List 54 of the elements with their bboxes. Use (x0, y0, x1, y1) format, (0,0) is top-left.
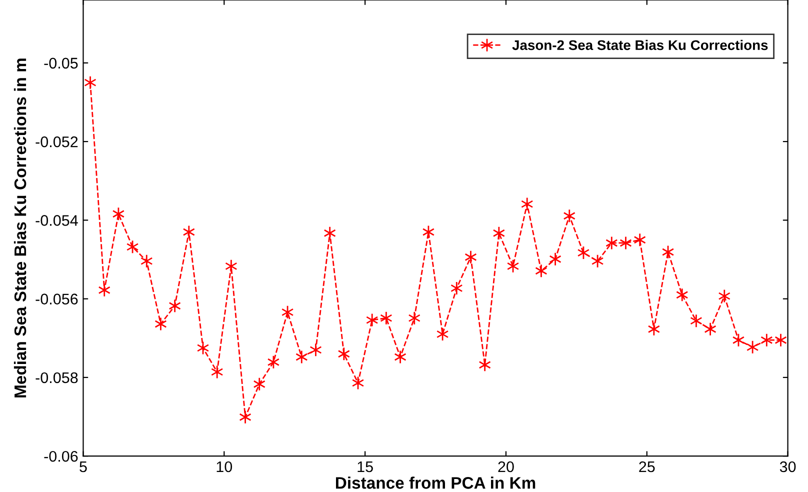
point (239, 410, 252, 424)
point (182, 225, 196, 239)
point (253, 377, 266, 392)
y-tick-label: -0.05 (44, 58, 78, 69)
point (746, 340, 759, 354)
point (210, 365, 224, 379)
x-tick-label: 10 (216, 461, 232, 472)
point (98, 283, 110, 298)
point (478, 358, 491, 372)
point (648, 322, 660, 336)
point (606, 236, 618, 250)
y-tick-label: -0.056 (36, 294, 78, 304)
point (549, 252, 562, 266)
point (324, 226, 336, 240)
point (140, 254, 153, 268)
x-tick-label: 30 (780, 461, 796, 472)
point (450, 281, 463, 296)
x-tick-label: 20 (498, 461, 514, 472)
y-tick-label: -0.054 (36, 215, 78, 226)
point (296, 350, 308, 364)
point (774, 333, 787, 348)
point (634, 232, 646, 247)
point (704, 322, 716, 336)
point (380, 311, 392, 326)
point (521, 197, 534, 212)
point (464, 250, 477, 264)
y-tick-label: -0.06 (44, 450, 78, 462)
point (338, 346, 350, 361)
point (310, 342, 322, 357)
point (408, 311, 420, 326)
point (492, 226, 506, 240)
point (436, 327, 449, 342)
point (563, 208, 576, 223)
point (154, 317, 167, 331)
y-tick-label: -0.052 (36, 136, 78, 148)
legend-label: Jason-2 Sea State Bias Ku Corrections (512, 40, 768, 50)
y-axis-title: Median Sea State Bias Ku Corrections in m (14, 58, 26, 398)
point (84, 76, 96, 90)
point (394, 350, 406, 364)
point (535, 264, 548, 278)
point (225, 259, 238, 274)
x-tick-label: 5 (80, 462, 87, 472)
point (366, 313, 378, 327)
x-axis-title: Distance from PCA in Km (336, 476, 536, 489)
point (718, 289, 730, 304)
point (676, 288, 688, 302)
point (620, 236, 632, 250)
point (591, 254, 604, 268)
point (760, 333, 773, 348)
point (690, 314, 702, 328)
point (168, 298, 181, 313)
x-tick-label: 25 (639, 461, 655, 472)
y-tick-label: -0.058 (36, 372, 78, 384)
x-tick-label: 15 (358, 462, 373, 472)
